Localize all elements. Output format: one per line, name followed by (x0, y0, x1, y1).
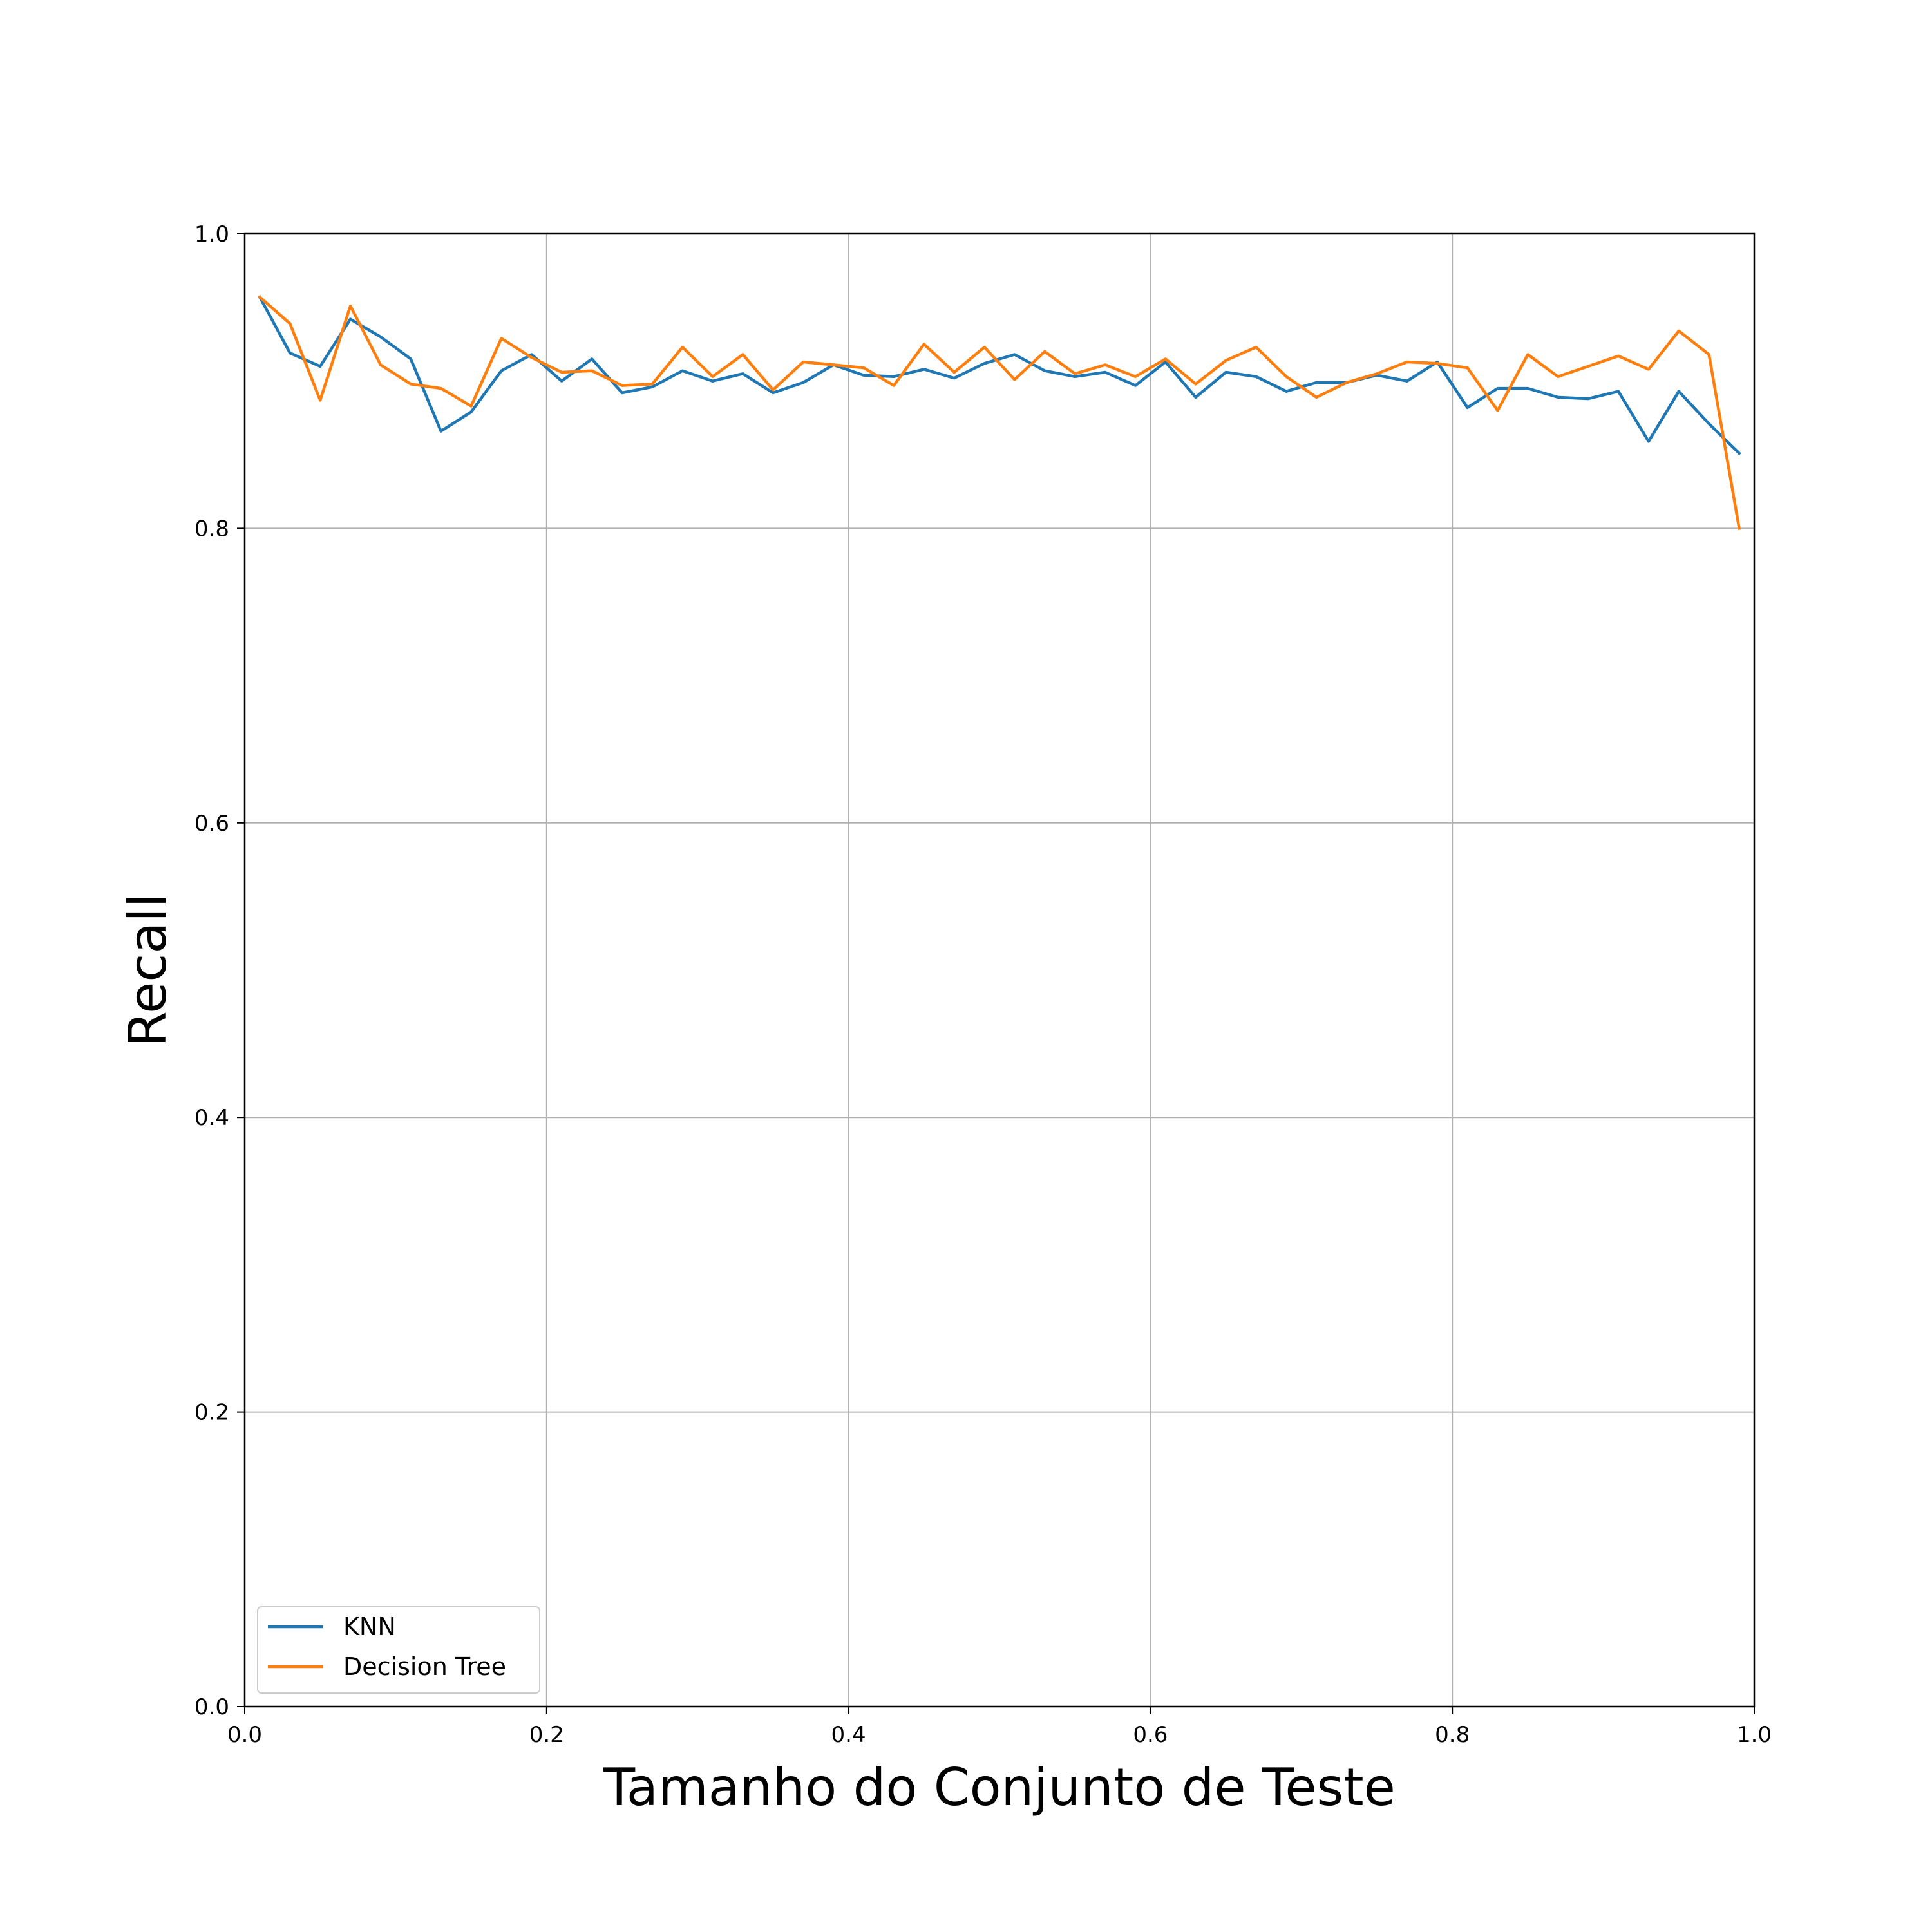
y-tick-label: 0.0 (194, 1694, 229, 1720)
y-tick-label: 1.0 (194, 222, 229, 247)
legend-box (257, 1606, 540, 1694)
grid (244, 233, 1755, 1707)
series-group (258, 295, 1741, 531)
x-axis-label: Tamanho do Conjunto de Teste (603, 1757, 1396, 1817)
series-line-decision-tree (258, 295, 1741, 531)
ticks: 0.0 0.2 0.4 0.6 0.8 1.0 0.0 0.2 0.4 0.6 0.8 1.0 (194, 222, 1772, 1748)
y-tick-label: 0.2 (194, 1400, 229, 1426)
y-axis-label: Recall (118, 893, 178, 1047)
x-tick-label: 0.0 (227, 1722, 262, 1748)
series-line-knn (258, 295, 1741, 455)
legend: KNN Decision Tree (257, 1606, 540, 1694)
x-tick-label: 1.0 (1737, 1722, 1772, 1748)
y-tick-label: 0.6 (194, 811, 229, 837)
legend-label: Decision Tree (343, 1653, 506, 1681)
x-tick-label: 0.6 (1133, 1722, 1168, 1748)
plot-frame (243, 232, 1756, 1708)
y-tick-label: 0.8 (194, 516, 229, 542)
x-tick-label: 0.4 (831, 1722, 866, 1748)
x-tick-label: 0.8 (1435, 1722, 1470, 1748)
legend-label: KNN (343, 1613, 396, 1641)
x-tick-label: 0.2 (529, 1722, 564, 1748)
y-tick-label: 0.4 (194, 1105, 229, 1131)
